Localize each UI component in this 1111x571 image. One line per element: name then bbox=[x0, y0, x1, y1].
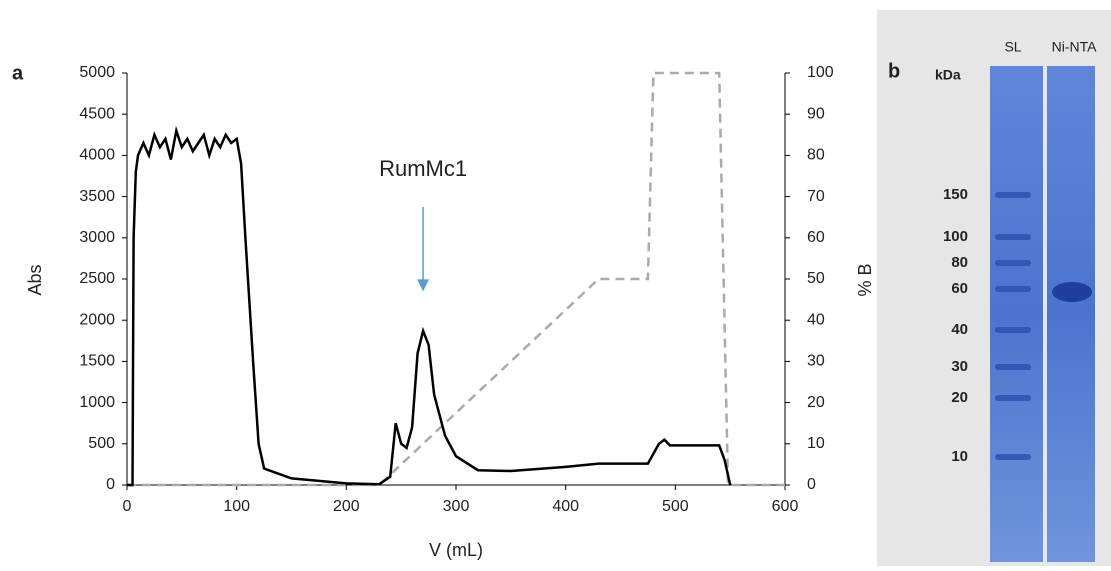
y-tick-label: 500 bbox=[88, 435, 115, 452]
gel-band bbox=[995, 286, 1031, 292]
x-tick-label: 300 bbox=[443, 498, 470, 515]
gel-band bbox=[995, 395, 1031, 401]
data-line bbox=[127, 125, 732, 487]
y-tick-label: 4500 bbox=[79, 105, 115, 122]
x-axis-label: V (mL) bbox=[429, 540, 483, 560]
y2-tick-label: 100 bbox=[807, 64, 834, 81]
marker-label: 40 bbox=[951, 321, 968, 338]
y2-tick-label: 80 bbox=[807, 147, 825, 164]
marker-label: 100 bbox=[943, 228, 968, 245]
y-tick-label: 2500 bbox=[79, 270, 115, 287]
marker-label: 30 bbox=[951, 358, 968, 375]
lane-label: Ni-NTA bbox=[1052, 39, 1098, 55]
y2-tick-label: 60 bbox=[807, 229, 825, 246]
marker-label: 150 bbox=[943, 186, 968, 203]
y-tick-label: 2000 bbox=[79, 311, 115, 328]
x-tick-label: 400 bbox=[552, 498, 579, 515]
gel-band bbox=[995, 260, 1031, 266]
panel-label: b bbox=[888, 60, 900, 82]
y-tick-label: 5000 bbox=[79, 64, 115, 81]
gel-lane bbox=[1047, 66, 1095, 562]
lane-label: SL bbox=[1004, 39, 1021, 55]
y-tick-label: 3000 bbox=[79, 229, 115, 246]
gel-band bbox=[995, 364, 1031, 370]
y2-tick-label: 70 bbox=[807, 188, 825, 205]
y-tick-label: 1000 bbox=[79, 394, 115, 411]
y2-tick-label: 90 bbox=[807, 105, 825, 122]
y-tick-label: 0 bbox=[106, 476, 115, 493]
y-tick-label: 4000 bbox=[79, 147, 115, 164]
marker-label: 20 bbox=[951, 389, 968, 406]
x-tick-label: 600 bbox=[772, 498, 799, 515]
y-tick-label: 3500 bbox=[79, 188, 115, 205]
y-tick-label: 1500 bbox=[79, 353, 115, 370]
marker-label: 10 bbox=[951, 448, 968, 465]
y2-axis-label: % B bbox=[855, 263, 875, 296]
x-tick-label: 200 bbox=[333, 498, 360, 515]
panel-label: a bbox=[12, 62, 24, 84]
x-tick-label: 500 bbox=[662, 498, 689, 515]
unit-label: kDa bbox=[935, 67, 961, 83]
x-tick-label: 100 bbox=[223, 498, 250, 515]
marker-label: 80 bbox=[951, 254, 968, 271]
gel-band bbox=[995, 327, 1031, 333]
gel-lane bbox=[990, 66, 1043, 562]
y2-tick-label: 50 bbox=[807, 270, 825, 287]
gel-band bbox=[995, 234, 1031, 240]
y2-tick-label: 10 bbox=[807, 435, 825, 452]
y2-tick-label: 40 bbox=[807, 311, 825, 328]
y2-tick-label: 20 bbox=[807, 394, 825, 411]
gel-band bbox=[1052, 282, 1092, 302]
y-axis-label: Abs bbox=[25, 264, 45, 295]
x-tick-label: 0 bbox=[123, 498, 132, 515]
data-line bbox=[127, 71, 785, 487]
marker-label: 60 bbox=[951, 280, 968, 297]
y2-tick-label: 30 bbox=[807, 353, 825, 370]
y2-tick-label: 0 bbox=[807, 476, 816, 493]
annotation-arrowhead bbox=[417, 279, 430, 292]
annotation: RumMc1 bbox=[379, 156, 467, 181]
gel-band bbox=[995, 192, 1031, 198]
gel-band bbox=[995, 454, 1031, 460]
